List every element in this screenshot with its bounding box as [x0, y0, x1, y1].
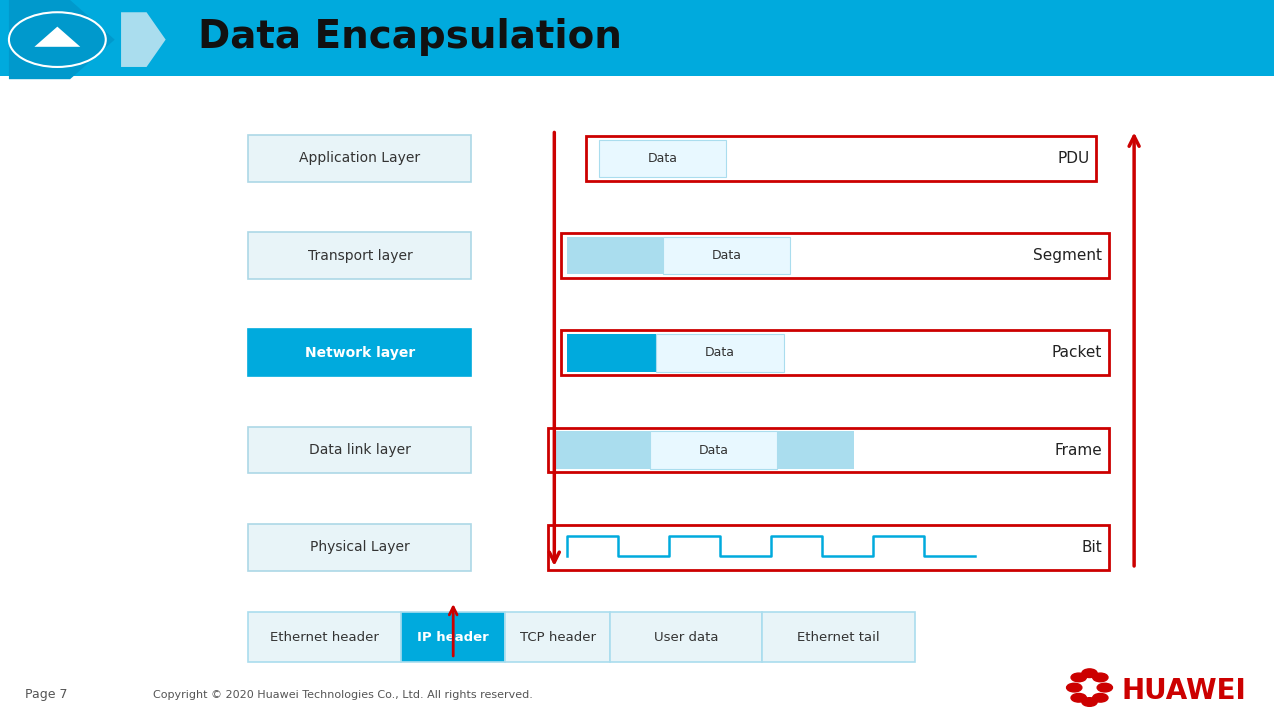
FancyBboxPatch shape — [548, 525, 1108, 570]
Circle shape — [1093, 673, 1108, 682]
Text: Page 7: Page 7 — [26, 688, 68, 701]
Text: Copyright © 2020 Huawei Technologies Co., Ltd. All rights reserved.: Copyright © 2020 Huawei Technologies Co.… — [152, 690, 532, 700]
FancyBboxPatch shape — [506, 612, 609, 662]
Text: HUAWEI: HUAWEI — [1121, 678, 1247, 705]
Text: Ethernet tail: Ethernet tail — [797, 631, 879, 644]
Text: Network layer: Network layer — [305, 346, 415, 360]
FancyBboxPatch shape — [248, 612, 401, 662]
Circle shape — [1093, 693, 1108, 702]
FancyBboxPatch shape — [650, 431, 777, 469]
Polygon shape — [35, 27, 81, 47]
FancyBboxPatch shape — [567, 334, 657, 372]
Text: PDU: PDU — [1057, 151, 1089, 166]
Circle shape — [1082, 669, 1097, 678]
Text: Bit: Bit — [1082, 540, 1102, 554]
Text: Segment: Segment — [1033, 248, 1102, 263]
Circle shape — [1066, 683, 1082, 692]
Polygon shape — [122, 12, 165, 67]
FancyBboxPatch shape — [248, 233, 471, 279]
Text: Packet: Packet — [1052, 346, 1102, 360]
FancyBboxPatch shape — [561, 233, 1108, 278]
Text: Data Encapsulation: Data Encapsulation — [197, 19, 621, 56]
Text: Data: Data — [699, 444, 728, 456]
Text: Data link layer: Data link layer — [308, 443, 411, 457]
Text: Ethernet header: Ethernet header — [270, 631, 379, 644]
FancyBboxPatch shape — [248, 135, 471, 182]
FancyBboxPatch shape — [561, 330, 1108, 375]
Text: IP header: IP header — [417, 631, 489, 644]
FancyBboxPatch shape — [248, 330, 471, 376]
Text: Data: Data — [705, 346, 735, 359]
FancyBboxPatch shape — [567, 237, 663, 274]
Text: Data: Data — [712, 249, 741, 262]
FancyBboxPatch shape — [599, 140, 726, 177]
Text: Transport layer: Transport layer — [307, 248, 412, 263]
FancyBboxPatch shape — [663, 237, 790, 274]
FancyBboxPatch shape — [548, 428, 1108, 472]
FancyBboxPatch shape — [586, 136, 1096, 181]
FancyBboxPatch shape — [657, 334, 783, 372]
FancyBboxPatch shape — [609, 612, 763, 662]
FancyBboxPatch shape — [0, 0, 1275, 76]
FancyBboxPatch shape — [777, 431, 854, 469]
Circle shape — [1071, 673, 1087, 682]
Text: Application Layer: Application Layer — [300, 151, 421, 166]
Text: Data: Data — [648, 152, 677, 165]
FancyBboxPatch shape — [763, 612, 915, 662]
Text: Frame: Frame — [1055, 443, 1102, 457]
FancyBboxPatch shape — [554, 431, 650, 469]
Polygon shape — [9, 0, 115, 79]
FancyBboxPatch shape — [248, 524, 471, 570]
FancyBboxPatch shape — [248, 426, 471, 474]
Circle shape — [1071, 693, 1087, 702]
Circle shape — [1082, 698, 1097, 706]
Text: Physical Layer: Physical Layer — [310, 540, 410, 554]
FancyBboxPatch shape — [401, 612, 506, 662]
Circle shape — [1097, 683, 1112, 692]
Text: TCP header: TCP header — [520, 631, 595, 644]
Text: User data: User data — [654, 631, 718, 644]
